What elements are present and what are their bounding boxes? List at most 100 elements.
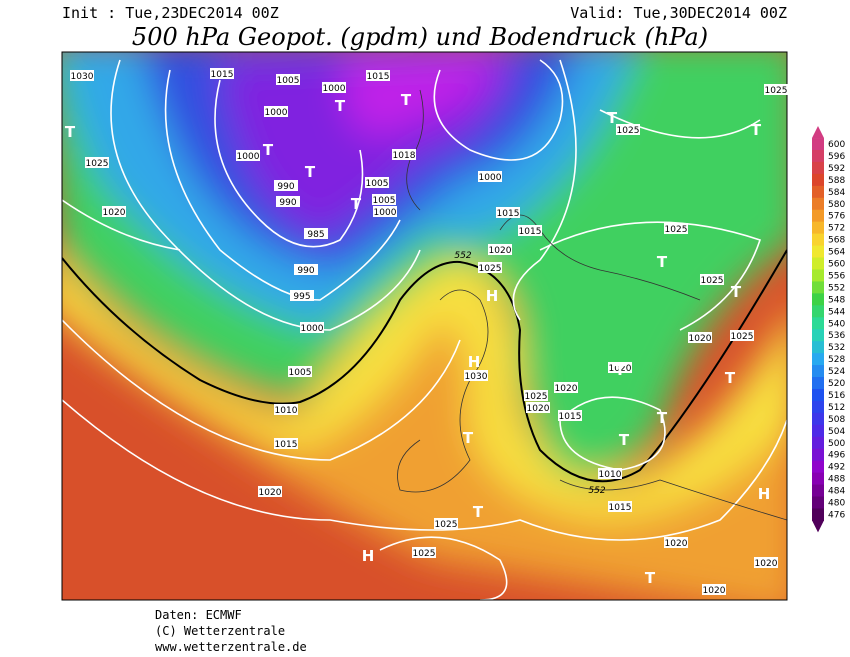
valid-time: Valid: Tue,30DEC2014 00Z [570,4,787,22]
isobar-label: 1020 [555,384,578,394]
isobar-label-box [496,207,520,218]
colorbar-label: 572 [828,224,845,234]
colorbar-label: 516 [828,391,845,401]
colorbar-cell [812,496,824,509]
colorbar-cell [812,221,824,235]
isobar-label: 1020 [703,586,726,596]
pressure-center: T [401,91,412,109]
colorbar-label: 504 [828,427,845,437]
colorbar-label: 596 [828,152,845,162]
colorbar-top-arrow [812,126,824,139]
isobar-label-box [258,486,282,497]
colorbar-label: 536 [828,331,845,341]
colorbar-cell [812,341,824,354]
colorbar-cell [812,185,824,199]
colorbar-label: 512 [828,403,845,413]
colorbar-label: 556 [828,271,845,281]
isobar-label-box [526,402,550,413]
isobar-label: 1000 [479,173,502,183]
contour-label: 552 [454,251,471,261]
colorbar-cell [812,472,824,486]
colorbar-label: 480 [828,499,845,509]
data-source: Daten: ECMWF [155,608,242,622]
isobar-label: 1025 [701,276,724,286]
isobar-label: 1025 [435,520,458,530]
pressure-center: T [305,163,316,181]
isobar-label-box [488,244,512,255]
colorbar-cell [812,161,824,175]
pressure-center: T [731,283,742,301]
pressure-center: T [645,569,656,587]
colorbar-cell [812,173,824,187]
isobar-label: 1020 [103,208,126,218]
isobar-label-box [524,390,548,401]
colorbar-cell [812,245,824,259]
colorbar-cell [812,508,824,521]
isobar-label: 1000 [237,152,260,162]
isobar-label: 1020 [665,539,688,549]
isobar-label-box [276,74,300,85]
isobar-label-box [702,584,726,595]
isobar-label-box [700,274,724,285]
isobar-label: 1025 [413,549,436,559]
colorbar-label: 524 [828,367,845,377]
colorbar-cell [812,293,824,306]
isobar-label-box [264,106,288,117]
isobar-label-box [210,68,234,79]
isobar-label-box [664,537,688,548]
isobar-label-box [294,264,318,275]
colorbar-label: 528 [828,355,845,365]
isobar-label-box [288,366,312,377]
colorbar-label: 580 [828,200,845,210]
isobar-label: 1010 [275,406,298,416]
pressure-center: T [263,141,274,159]
isobar-label: 1020 [609,364,632,374]
isobar-label: 1025 [765,86,788,96]
colorbar-cell [812,269,824,282]
isobar-label-box [274,404,298,415]
isobar-label-box [754,557,778,568]
colorbar-label: 532 [828,343,845,353]
colorbar-cell [812,388,824,402]
colorbar-label: 544 [828,307,845,317]
colorbar-label: 592 [828,164,845,174]
isobar-label-box [558,410,582,421]
isobar-label: 1025 [665,225,688,235]
isobar-label: 1010 [599,470,622,480]
isobar-label: 990 [277,182,294,192]
isobar-label: 1025 [479,264,502,274]
colorbar-label: 600 [828,140,845,150]
colorbar-cell [812,400,824,414]
isobar-label-box [304,228,328,239]
isobar-label: 1000 [374,208,397,218]
isobar-label-box [464,370,488,381]
colorbar-label: 548 [828,295,845,305]
pressure-center: T [619,431,630,449]
colorbar-label: 584 [828,188,845,198]
pressure-center: T [657,253,668,271]
colorbar-label: 564 [828,248,845,258]
isobar-label-box [102,206,126,217]
isobar-label: 1020 [527,404,550,414]
isobar-label: 1030 [465,372,488,382]
website: www.wetterzentrale.de [155,640,307,654]
isobar-label-box [366,70,390,81]
copyright: (C) Wetterzentrale [155,624,285,638]
colorbar-label: 588 [828,176,845,186]
isobar-label-box [616,124,640,135]
colorbar-cell [812,281,824,294]
pressure-center: T [657,409,668,427]
pressure-center: T [351,195,362,213]
isobar-label: 1015 [211,70,234,80]
isobar-label-box [412,547,436,558]
isobar-label: 1020 [689,334,712,344]
isobar-label-box [290,290,314,301]
isobar-label: 1020 [259,488,282,498]
isobar-label-box [85,157,109,168]
colorbar-label: 520 [828,379,845,389]
isobar-label: 1005 [289,368,312,378]
isobar-label-box [373,206,397,217]
colorbar-label: 492 [828,463,845,473]
isobar-label-box [608,501,632,512]
